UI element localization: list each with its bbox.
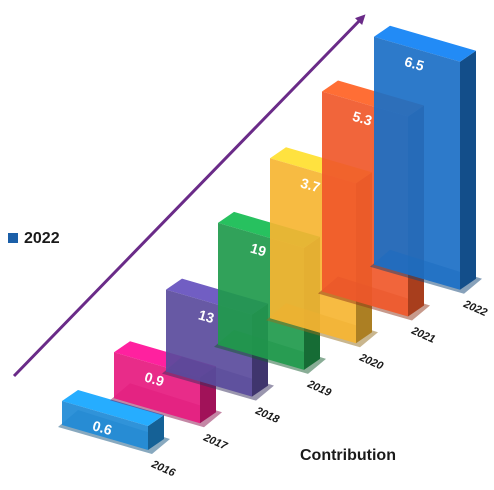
year-label: 2020: [357, 351, 386, 373]
legend-label: 2022: [24, 230, 60, 247]
year-label: 2019: [305, 378, 334, 400]
value-label: 0.6: [91, 417, 114, 438]
bar-top: [62, 390, 164, 426]
bar-front: [374, 36, 460, 290]
value-label: 13: [197, 307, 217, 327]
year-label: 2018: [253, 405, 282, 427]
value-label: 5.3: [351, 108, 374, 129]
legend-swatch: [8, 233, 18, 243]
year-label: 2021: [409, 325, 437, 346]
bar-front: [114, 352, 200, 424]
bar-front: [62, 401, 148, 450]
year-label: 2016: [149, 458, 178, 480]
year-label: 2022: [461, 298, 489, 319]
year-label: 2017: [201, 431, 230, 453]
bar-side: [148, 415, 164, 450]
bars: 0.6 2016 0.9 2017 13 2018 19 2019 3.7 2020 5.3 2021…: [58, 25, 489, 480]
footer-label: Contribution: [300, 447, 396, 464]
value-label: 19: [249, 240, 269, 260]
value-label: 3.7: [299, 175, 322, 196]
bar-top: [374, 25, 476, 62]
trend-arrow: [12, 14, 366, 378]
value-label: 0.9: [143, 369, 166, 390]
bar-side: [460, 50, 476, 290]
value-label: 6.5: [403, 53, 426, 74]
